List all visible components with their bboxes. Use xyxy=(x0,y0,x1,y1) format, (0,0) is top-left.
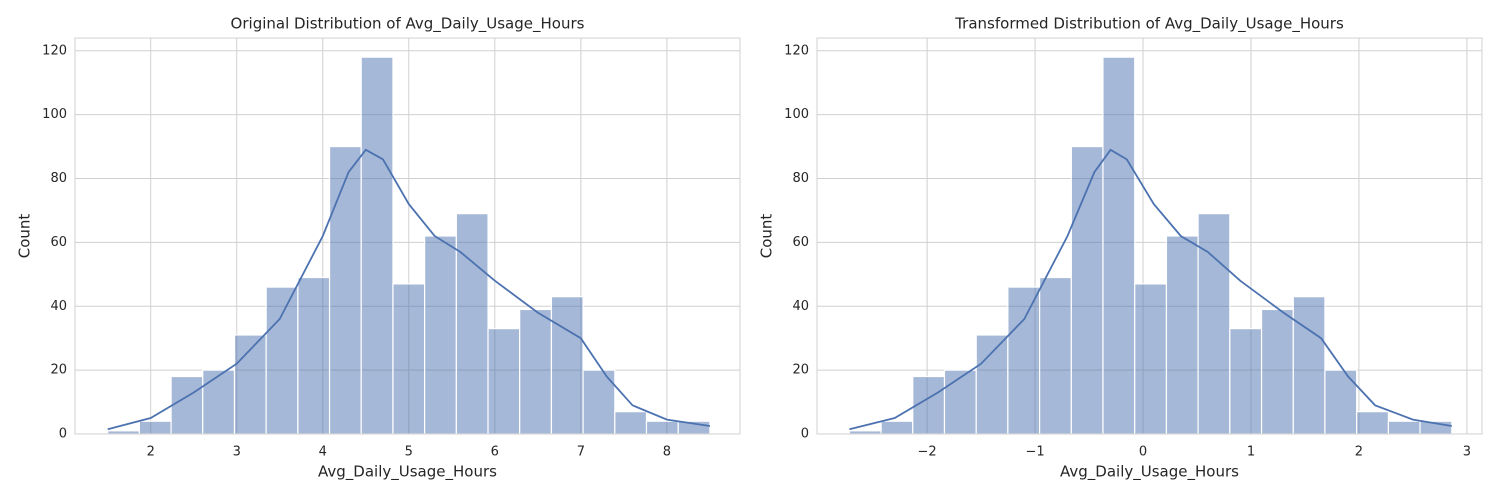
histogram-bar xyxy=(138,420,172,435)
histogram-bar xyxy=(1165,235,1199,435)
histogram-bar xyxy=(170,375,204,435)
histogram-bar xyxy=(1292,296,1326,435)
y-tick-label: 60 xyxy=(792,235,809,250)
y-tick-label: 0 xyxy=(59,427,67,442)
histogram-bar xyxy=(519,308,553,435)
x-tick-label: 0 xyxy=(1139,445,1147,460)
x-tick-label: 8 xyxy=(663,445,671,460)
x-tick-label: 2 xyxy=(147,445,155,460)
x-tick-label: 4 xyxy=(319,445,327,460)
y-tick-label: 40 xyxy=(792,299,809,314)
chart-panel: 0 20 40 60 80 100 120 −2 −1 0 1 2 3 Transformed Distr… xyxy=(758,15,1483,482)
x-tick-label: 1 xyxy=(1247,445,1255,460)
histogram-bar xyxy=(1387,420,1421,435)
histogram-bar xyxy=(1260,308,1294,435)
plot-frame xyxy=(816,37,1483,435)
histogram-bar xyxy=(1039,276,1072,435)
histogram-bar xyxy=(265,286,299,435)
x-tick-label: 6 xyxy=(491,445,499,460)
histogram-bar xyxy=(392,283,426,435)
histogram-bar xyxy=(550,296,584,435)
y-tick-label: 20 xyxy=(50,363,67,378)
y-tick-label: 100 xyxy=(42,107,67,122)
plot-frame xyxy=(74,37,741,435)
x-tick-label: 7 xyxy=(577,445,585,460)
y-tick-label: 120 xyxy=(784,43,809,58)
y-tick-label: 80 xyxy=(792,171,809,186)
histogram-bar xyxy=(943,369,977,435)
x-axis-label: Avg_Daily_Usage_Hours xyxy=(1060,463,1239,482)
histogram-bar xyxy=(297,276,331,435)
x-tick-label: 5 xyxy=(405,445,413,460)
histogram-bar xyxy=(975,334,1009,435)
y-axis-label: Count xyxy=(16,214,34,259)
histogram-bar xyxy=(424,235,457,435)
histogram-bar xyxy=(645,420,679,435)
chart-panel: 0 20 40 60 80 100 120 2 3 4 5 6 7 8 Original Distribut… xyxy=(16,15,741,482)
y-axis-label: Count xyxy=(758,214,776,259)
histogram-bar xyxy=(360,56,394,435)
histogram-bar xyxy=(1102,56,1136,435)
histogram-bar xyxy=(1197,213,1231,435)
chart-title: Transformed Distribution of Avg_Daily_Us… xyxy=(954,15,1344,34)
histogram-bar xyxy=(614,411,648,435)
histogram-bar xyxy=(202,369,236,435)
histogram-bar xyxy=(328,145,362,435)
x-tick-label: −2 xyxy=(918,445,937,460)
histogram-bar xyxy=(1356,411,1390,435)
x-axis-label: Avg_Daily_Usage_Hours xyxy=(318,463,497,482)
x-tick-label: −1 xyxy=(1025,445,1044,460)
histogram-bar xyxy=(1007,286,1041,435)
kde-line xyxy=(849,148,1452,431)
histogram-bar xyxy=(1229,328,1263,435)
y-tick-label: 60 xyxy=(50,235,67,250)
histogram-bar xyxy=(880,420,914,435)
y-tick-label: 40 xyxy=(50,299,67,314)
histogram-bar xyxy=(487,328,521,435)
x-tick-label: 3 xyxy=(233,445,241,460)
histogram-bar xyxy=(455,213,489,435)
histogram-bar xyxy=(1134,283,1168,435)
x-tick-label: 3 xyxy=(1463,445,1471,460)
y-tick-label: 20 xyxy=(792,363,809,378)
y-tick-label: 0 xyxy=(801,427,809,442)
y-tick-label: 120 xyxy=(42,43,67,58)
y-tick-label: 100 xyxy=(784,107,809,122)
x-tick-label: 2 xyxy=(1355,445,1363,460)
kde-line xyxy=(107,148,711,431)
chart-title: Original Distribution of Avg_Daily_Usage… xyxy=(231,15,585,34)
y-tick-label: 80 xyxy=(50,171,67,186)
